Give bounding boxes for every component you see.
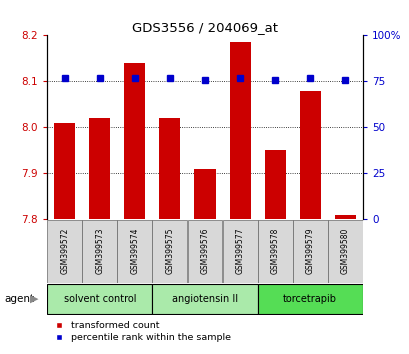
Text: GSM399578: GSM399578: [270, 227, 279, 274]
Text: GSM399574: GSM399574: [130, 227, 139, 274]
Title: GDS3556 / 204069_at: GDS3556 / 204069_at: [132, 21, 277, 34]
Bar: [327, 220, 362, 282]
Text: GSM399579: GSM399579: [305, 227, 314, 274]
Bar: [117, 220, 152, 282]
Text: solvent control: solvent control: [63, 294, 136, 304]
Bar: [54, 123, 75, 219]
Bar: [47, 284, 152, 314]
Bar: [299, 91, 320, 219]
Text: GSM399577: GSM399577: [235, 227, 244, 274]
Text: GSM399580: GSM399580: [340, 227, 349, 274]
Bar: [194, 169, 215, 219]
Bar: [292, 220, 327, 282]
Bar: [159, 118, 180, 219]
Bar: [47, 220, 82, 282]
Text: GSM399572: GSM399572: [60, 227, 69, 274]
Text: ▶: ▶: [29, 294, 38, 304]
Text: GSM399573: GSM399573: [95, 227, 104, 274]
Bar: [222, 220, 257, 282]
Bar: [152, 220, 187, 282]
Text: angiotensin II: angiotensin II: [171, 294, 238, 304]
Bar: [82, 220, 117, 282]
Text: agent: agent: [4, 294, 34, 304]
Bar: [334, 215, 355, 219]
Bar: [89, 118, 110, 219]
Legend: transformed count, percentile rank within the sample: transformed count, percentile rank withi…: [46, 317, 234, 346]
Bar: [257, 284, 362, 314]
Bar: [257, 220, 292, 282]
Text: GSM399576: GSM399576: [200, 227, 209, 274]
Bar: [124, 63, 145, 219]
Text: torcetrapib: torcetrapib: [283, 294, 337, 304]
Text: GSM399575: GSM399575: [165, 227, 174, 274]
Bar: [229, 42, 250, 219]
Bar: [152, 284, 257, 314]
Bar: [264, 150, 285, 219]
Bar: [187, 220, 222, 282]
